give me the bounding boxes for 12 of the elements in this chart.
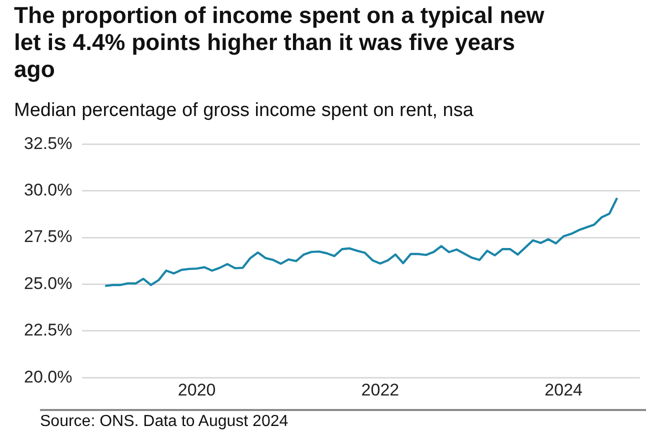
y-tick-label: 22.5% — [24, 320, 72, 340]
y-tick-label: 30.0% — [24, 180, 72, 200]
chart-title: The proportion of income spent on a typical new let is 4.4% points higher than it was five years ago — [14, 2, 546, 83]
chart-subtitle: Median percentage of gross income spent on rent, nsa — [14, 100, 474, 122]
y-tick-label: 27.5% — [24, 227, 72, 246]
x-tick-label: 2020 — [178, 380, 216, 400]
source-note: Source: ONS. Data to August 2024 — [40, 409, 646, 431]
x-tick-label: 2024 — [544, 380, 583, 400]
y-tick-label: 32.5% — [24, 134, 72, 153]
y-tick-label: 25.0% — [24, 274, 72, 293]
y-tick-label: 20.0% — [24, 367, 72, 386]
x-tick-label: 2022 — [361, 380, 400, 400]
